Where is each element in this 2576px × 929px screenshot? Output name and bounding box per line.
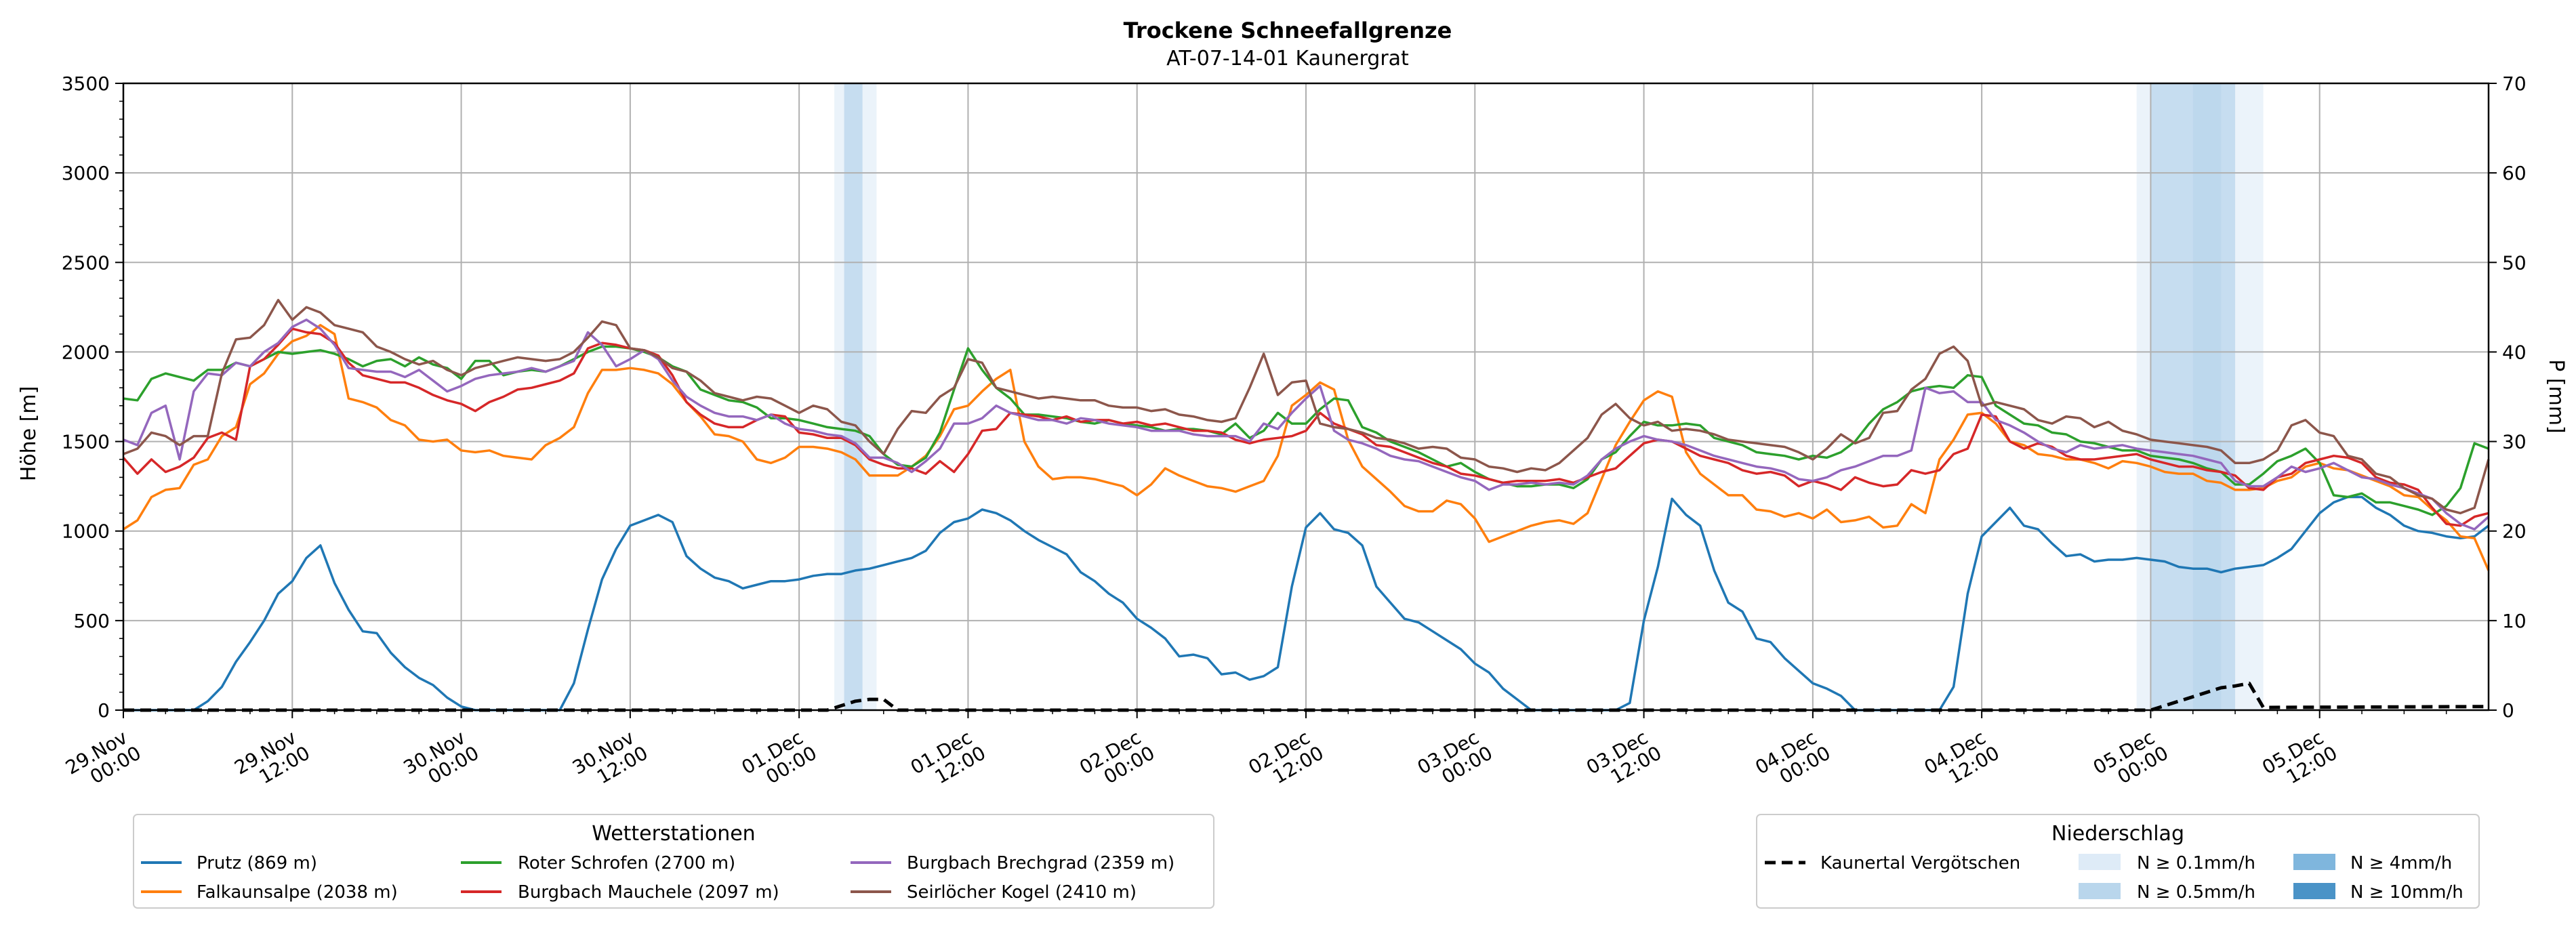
chart-subtitle: AT-07-14-01 Kaunergrat	[1166, 47, 1409, 70]
legend-label-roter-schrofen: Roter Schrofen (2700 m)	[518, 853, 735, 873]
series-line-0	[123, 495, 2490, 711]
y-tick-label-4: 2000	[62, 341, 110, 363]
legend-stations: Wetterstationen Prutz (869 m) Falkaunsal…	[133, 814, 1214, 909]
y2-tick-label-4: 40	[2502, 341, 2527, 363]
legend-precipitation: Niederschlag Kaunertal Vergötschen N ≥ 0…	[1756, 814, 2480, 909]
legend-label-precip-1: N ≥ 0.5mm/h	[2137, 882, 2255, 903]
legend-label-burgbach-mauchele: Burgbach Mauchele (2097 m)	[518, 882, 779, 903]
y-tick-label-7: 3500	[62, 73, 110, 95]
y2-tick-label-6: 60	[2502, 162, 2527, 184]
legend-label-precip-2: N ≥ 4mm/h	[2350, 853, 2452, 873]
legend-precip-title: Niederschlag	[2051, 822, 2184, 846]
series-lines	[122, 299, 2490, 712]
legend-stations-title: Wetterstationen	[592, 822, 755, 846]
legend-swatch-precip-0	[2079, 854, 2121, 870]
precip-band-1	[844, 83, 863, 710]
series-line-3	[122, 327, 2489, 527]
legend-label-precip-0: N ≥ 0.1mm/h	[2137, 853, 2255, 873]
legend-swatch-precip-1	[2079, 883, 2121, 899]
y-tick-label-3: 1500	[62, 431, 110, 453]
y2-tick-label-3: 30	[2502, 431, 2527, 453]
series-line-6	[123, 681, 2489, 712]
y2-axis-label: P [mm]	[2544, 359, 2568, 433]
y-tick-label-0: 0	[98, 699, 110, 722]
legend-label-falkaunsalpe: Falkaunsalpe (2038 m)	[197, 882, 398, 903]
y2-tick-label-7: 70	[2502, 73, 2527, 95]
precip-band-4	[2192, 83, 2222, 710]
legend-label-kaunertal: Kaunertal Vergötschen	[1820, 853, 2020, 873]
y-axis-label: Höhe [m]	[17, 386, 41, 482]
y2-tick-label-5: 50	[2502, 251, 2527, 274]
legend-swatch-precip-2	[2293, 854, 2335, 870]
series-line-4	[123, 318, 2490, 531]
legend-label-prutz: Prutz (869 m)	[197, 853, 317, 873]
y-tick-label-6: 3000	[62, 162, 110, 184]
y-tick-label-1: 500	[74, 610, 110, 632]
legend-label-burgbach-brechgrad: Burgbach Brechgrad (2359 m)	[907, 853, 1174, 873]
y2-tick-label-1: 10	[2502, 610, 2527, 632]
legend-label-seirloecher-kogel: Seirlöcher Kogel (2410 m)	[907, 882, 1137, 903]
chart-title: Trockene Schneefallgrenze	[1124, 18, 1452, 43]
precipitation-bands	[834, 83, 2264, 710]
y-tick-label-5: 2500	[62, 251, 110, 274]
series-line-1	[123, 324, 2490, 571]
series-line-5	[123, 299, 2490, 515]
legend-label-precip-3: N ≥ 10mm/h	[2350, 882, 2463, 903]
legend-swatch-precip-3	[2293, 883, 2335, 899]
grid-lines	[123, 83, 2489, 711]
y2-tick-label-2: 20	[2502, 520, 2527, 543]
y2-tick-label-0: 0	[2502, 699, 2514, 722]
y-tick-label-2: 1000	[62, 520, 110, 543]
